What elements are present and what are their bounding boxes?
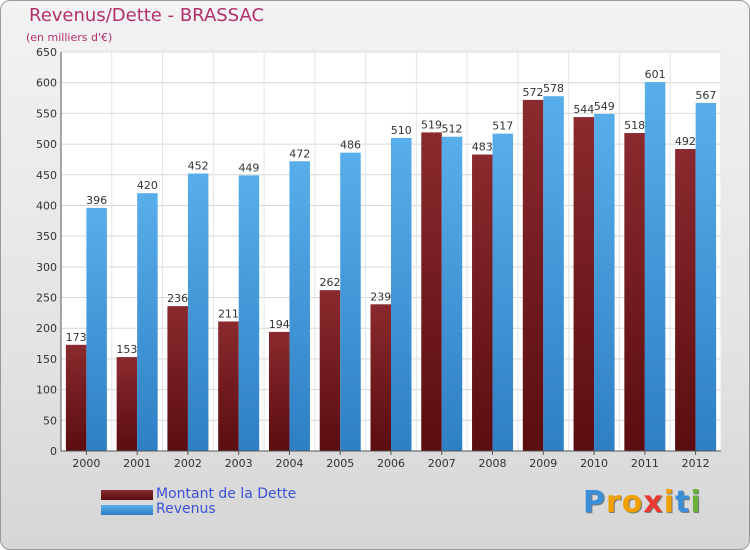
legend-swatch-revenus	[101, 505, 153, 515]
x-tick-label: 2006	[377, 457, 405, 470]
data-label-revenus: 486	[340, 139, 361, 152]
bar-dette-2008	[472, 154, 493, 451]
y-tick-label: 250	[36, 292, 57, 305]
bar-revenus-2001	[137, 193, 158, 451]
y-tick-label: 50	[43, 414, 57, 427]
data-labels: 173 396 153 420 236 452 211 449 194 472 262 486 239 5…	[66, 68, 717, 356]
data-label-dette: 519	[421, 118, 442, 131]
bar-revenus-2012	[695, 102, 717, 452]
y-tick-label: 350	[36, 230, 57, 243]
data-label-revenus: 517	[492, 120, 513, 133]
logo-letter: i	[690, 485, 702, 520]
legend-label-revenus: Revenus	[156, 501, 216, 517]
bar-dette-2000	[65, 344, 87, 451]
data-label-dette: 173	[66, 331, 87, 344]
x-tick-label: 2001	[123, 457, 151, 470]
bar-revenus-2005	[340, 152, 361, 451]
logo-letter: P	[583, 485, 606, 520]
bar-revenus-2010	[594, 113, 615, 451]
bar-dette-2004	[268, 331, 290, 451]
bar-revenus-2007	[441, 136, 463, 452]
bar-revenus-2000	[86, 207, 107, 451]
logo-letter: x	[643, 485, 664, 520]
x-tick-label: 2002	[174, 457, 202, 470]
data-label-revenus: 420	[137, 179, 158, 192]
data-label-revenus: 578	[543, 82, 564, 95]
data-label-dette: 239	[370, 290, 391, 303]
chart-subtitle: (en milliers d'€)	[26, 31, 113, 44]
x-tick-label: 2007	[428, 457, 456, 470]
bar-revenus-2011	[644, 82, 666, 451]
legend-label-dette: Montant de la Dette	[156, 486, 297, 502]
data-label-revenus: 512	[442, 123, 463, 136]
data-label-revenus: 510	[391, 124, 412, 137]
data-label-revenus: 452	[188, 160, 209, 173]
logo-letter: o	[621, 485, 644, 520]
data-label-revenus: 472	[289, 147, 310, 160]
data-label-dette: 236	[167, 292, 188, 305]
y-tick-label: 150	[36, 353, 57, 366]
legend-swatch-dette	[101, 490, 153, 500]
proxiti-logo: Proxiti	[583, 485, 702, 520]
y-tick-label: 400	[36, 199, 57, 212]
x-tick-label: 2004	[275, 457, 303, 470]
x-tick-label: 2000	[72, 457, 100, 470]
bar-dette-2001	[116, 357, 138, 451]
logo-letter: i	[663, 485, 676, 520]
data-label-dette: 544	[573, 103, 594, 116]
y-tick-label: 300	[36, 261, 57, 274]
data-label-dette: 492	[675, 135, 696, 148]
bar-dette-2010	[573, 117, 595, 452]
bar-revenus-2003	[238, 175, 260, 452]
data-label-dette: 483	[472, 141, 493, 154]
bar-dette-2005	[319, 290, 341, 451]
data-label-dette: 262	[319, 276, 340, 289]
data-label-revenus: 549	[594, 100, 615, 113]
axes: 0 50 100 150 200 250 300 350 400 450 500 550 600 650 2…	[36, 46, 721, 470]
y-tick-label: 650	[36, 46, 57, 59]
data-label-revenus: 567	[695, 89, 716, 102]
data-label-revenus: 396	[86, 194, 107, 207]
x-tick-label: 2005	[326, 457, 354, 470]
data-label-dette: 194	[269, 318, 290, 331]
bar-dette-2011	[624, 133, 645, 451]
data-label-revenus: 449	[238, 161, 259, 174]
bar-revenus-2009	[543, 96, 564, 451]
x-tick-label: 2010	[580, 457, 608, 470]
bar-revenus-2004	[289, 161, 310, 451]
y-tick-label: 100	[36, 384, 57, 397]
bar-dette-2002	[167, 306, 188, 451]
bar-dette-2006	[370, 304, 391, 451]
y-tick-label: 200	[36, 322, 57, 335]
bar-dette-2007	[421, 132, 442, 451]
bar-dette-2012	[675, 148, 696, 452]
bars	[65, 82, 717, 452]
x-tick-label: 2009	[529, 457, 557, 470]
bar-revenus-2002	[187, 173, 209, 451]
y-tick-label: 0	[50, 445, 57, 458]
x-tick-label: 2011	[631, 457, 659, 470]
bar-revenus-2006	[391, 137, 412, 451]
x-tick-label: 2008	[479, 457, 507, 470]
y-tick-label: 450	[36, 169, 57, 182]
bar-dette-2009	[522, 99, 544, 451]
bar-dette-2003	[218, 321, 239, 451]
logo-letter: r	[606, 485, 622, 520]
y-tick-label: 550	[36, 107, 57, 120]
chart-title: Revenus/Dette - BRASSAC	[29, 5, 265, 26]
x-tick-label: 2003	[225, 457, 253, 470]
data-label-dette: 572	[523, 86, 544, 99]
bar-revenus-2008	[492, 133, 514, 451]
y-tick-label: 500	[36, 138, 57, 151]
data-label-dette: 153	[116, 343, 137, 356]
data-label-dette: 211	[218, 307, 239, 320]
data-label-dette: 518	[624, 119, 645, 132]
y-tick-label: 600	[36, 77, 57, 90]
logo-letter: t	[675, 485, 691, 520]
x-tick-label: 2012	[682, 457, 710, 470]
data-label-revenus: 601	[645, 68, 666, 81]
